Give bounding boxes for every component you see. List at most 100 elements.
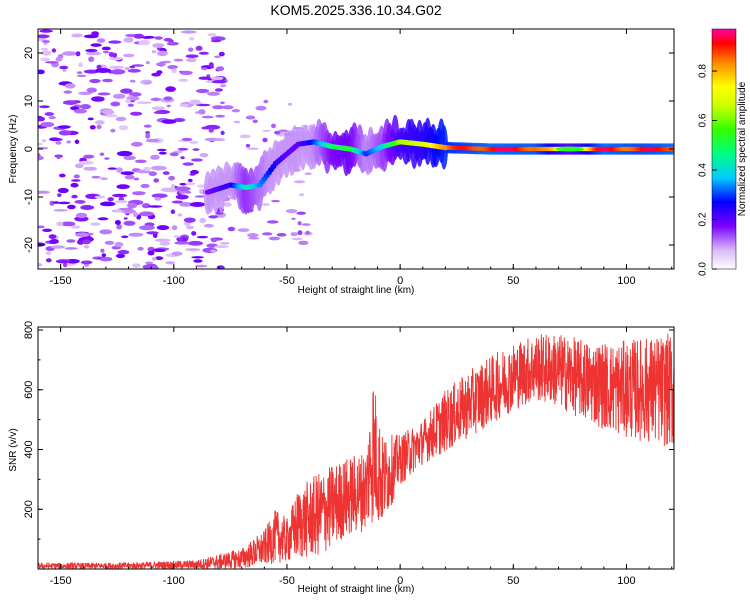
noise-blob (99, 201, 116, 207)
noise-blob (97, 92, 111, 96)
noise-blob (120, 88, 133, 94)
noise-blob (115, 116, 127, 122)
noise-blob (56, 221, 64, 226)
noise-blob (151, 257, 157, 261)
noise-blob (74, 139, 80, 145)
noise-blob (80, 260, 93, 265)
noise-blob (101, 46, 111, 51)
noise-blob (191, 256, 205, 259)
noise-blob (206, 91, 221, 96)
noise-blob (123, 155, 136, 161)
noise-blob (214, 55, 221, 59)
noise-blob (107, 167, 117, 170)
noise-blob (40, 47, 49, 51)
noise-blob (99, 257, 113, 262)
noise-blob (95, 120, 105, 125)
noise-blob (90, 43, 102, 47)
noise-blob (55, 56, 63, 62)
noise-blob (278, 129, 289, 133)
noise-blob (38, 190, 50, 194)
colorbar-tick-label: 0.2 (698, 212, 709, 226)
snr-axes: -150 -100 -50 0 50 100 200 400 600 800 (23, 321, 674, 587)
noise-blob (191, 231, 197, 236)
noise-blob (124, 66, 130, 71)
noise-blob (151, 265, 159, 269)
noise-blob (38, 225, 45, 229)
x-tick-label: -150 (50, 575, 72, 587)
noise-blob (97, 217, 109, 221)
y-tick-label: 10 (23, 95, 35, 107)
noise-blob (222, 105, 234, 110)
noise-blob (291, 217, 296, 220)
noise-blob (291, 237, 304, 241)
noise-blob (193, 259, 203, 263)
noise-blob (129, 65, 136, 69)
noise-blob (48, 234, 57, 240)
noise-blob (175, 194, 189, 200)
noise-blob (108, 52, 115, 57)
noise-blob (85, 48, 98, 53)
x-tick-label: 100 (617, 275, 635, 287)
noise-blob (49, 239, 59, 244)
noise-blob (178, 78, 189, 82)
snr-xlabel: Height of straight line (km) (298, 584, 415, 595)
noise-blob (60, 221, 76, 227)
noise-blob (185, 248, 201, 252)
y-tick-label: 0 (23, 146, 35, 152)
noise-blob (195, 264, 208, 268)
noise-blob (102, 109, 115, 115)
noise-blob (74, 163, 84, 169)
noise-blob (78, 160, 94, 165)
noise-blob (56, 154, 61, 159)
noise-blob (44, 112, 54, 116)
noise-blob (108, 40, 122, 44)
noise-blob (131, 141, 143, 147)
noise-blob (40, 57, 51, 62)
noise-blob (83, 154, 95, 159)
noise-blob (227, 226, 236, 232)
noise-blob (87, 117, 94, 121)
noise-blob (181, 137, 193, 141)
noise-blob (145, 131, 151, 135)
noise-blob (62, 100, 78, 105)
noise-blob (99, 229, 113, 235)
noise-blob (73, 108, 87, 114)
noise-blob (296, 211, 307, 215)
noise-blob (218, 51, 225, 57)
noise-blob (247, 233, 259, 238)
noise-blob (153, 111, 166, 114)
noise-blob (190, 158, 203, 162)
noise-blob (39, 105, 50, 109)
noise-blob (100, 248, 105, 253)
noise-blob (83, 245, 90, 249)
snr-plot-area (38, 333, 674, 569)
noise-blob (114, 209, 123, 213)
snr-panel: -150 -100 -50 0 50 100 200 400 600 800 Height of … (8, 321, 675, 595)
noise-blob (210, 39, 222, 43)
noise-blob (125, 98, 131, 104)
noise-blob (63, 262, 68, 268)
noise-blob (116, 150, 133, 157)
noise-blob (49, 200, 55, 206)
noise-blob (75, 232, 90, 237)
noise-blob (76, 71, 83, 75)
noise-blob (157, 50, 168, 57)
noise-blob (53, 209, 68, 212)
noise-blob (146, 231, 159, 235)
noise-blob (297, 221, 302, 226)
noise-blob (52, 138, 63, 141)
x-tick-label: -50 (279, 575, 295, 587)
noise-blob (40, 121, 55, 128)
noise-blob (220, 101, 225, 105)
noise-blob (203, 223, 214, 228)
noise-blob (117, 250, 130, 255)
noise-blob (110, 128, 116, 133)
noise-blob (239, 134, 251, 139)
snr-series-line (38, 333, 674, 569)
noise-blob (180, 30, 197, 34)
noise-blob (154, 36, 163, 40)
noise-blob (38, 263, 43, 267)
noise-blob (159, 241, 171, 246)
noise-blob (80, 205, 95, 210)
